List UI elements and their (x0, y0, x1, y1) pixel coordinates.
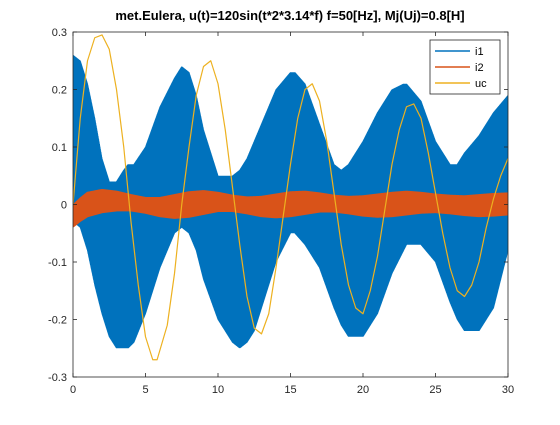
series-line-uc (73, 34, 508, 361)
x-tick-label: 25 (429, 384, 441, 396)
x-tick-label: 10 (212, 384, 224, 396)
y-tick-label: 0.1 (52, 142, 67, 154)
x-tick-label: 20 (357, 384, 369, 396)
x-tick-label: 30 (502, 384, 514, 396)
x-tick-label: 0 (70, 384, 76, 396)
y-tick-label: 0.2 (52, 85, 67, 97)
y-tick-label: 0.3 (52, 27, 67, 39)
plot-clip-group (73, 34, 508, 361)
series-line-i1 (73, 54, 508, 349)
x-tick-label: 5 (142, 384, 148, 396)
legend-label-i2: i2 (475, 62, 484, 74)
legend-label-uc: uc (475, 78, 487, 90)
axes: 0 5 10 15 20 25 30 -0.3 -0.2 -0.1 0 0.1 0.2 0.3 (48, 27, 514, 396)
y-tick-label: 0 (61, 200, 67, 212)
chart-title: met.Eulera, u(t)=120sin(t*2*3.14*f) f=50… (115, 8, 464, 23)
legend: i1 i2 uc (429, 39, 501, 95)
y-tick-label: -0.2 (48, 315, 67, 327)
legend-label-i1: i1 (475, 46, 484, 58)
y-tick-label: -0.1 (48, 257, 67, 269)
y-tick-label: -0.3 (48, 372, 67, 384)
x-tick-label: 15 (284, 384, 296, 396)
